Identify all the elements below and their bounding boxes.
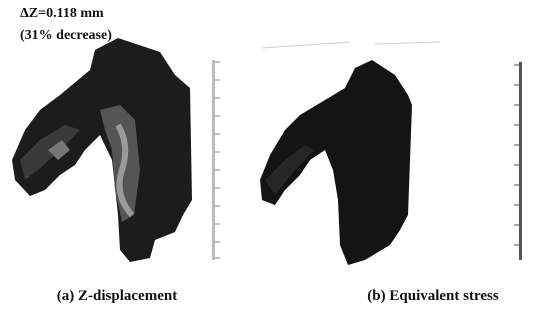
model-b xyxy=(260,60,412,265)
annotation-line: (31% decrease) xyxy=(20,28,112,43)
model-a xyxy=(12,38,192,262)
faint-header xyxy=(262,42,440,48)
figure: ΔZ=0.118 mm (31% decrease) xyxy=(0,0,542,313)
annotation-line: ΔZ=0.118 mm xyxy=(20,6,104,21)
colorbar-a xyxy=(212,60,220,260)
caption: (a) Z-displacement xyxy=(57,288,177,304)
colorbar-b xyxy=(514,62,522,260)
caption: (b) Equivalent stress xyxy=(367,288,499,304)
